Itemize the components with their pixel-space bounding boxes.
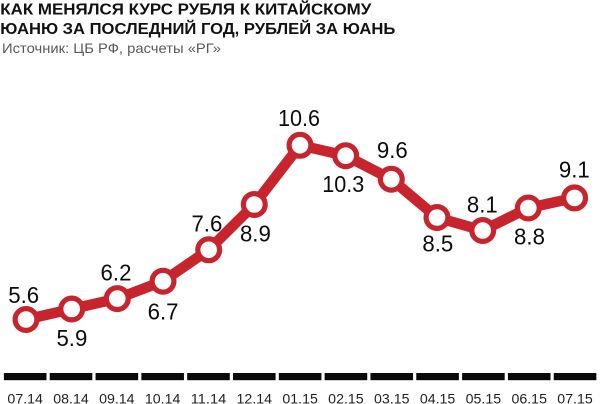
svg-text:КАК МЕНЯЛСЯ КУРС РУБЛЯ К КИТАЙ: КАК МЕНЯЛСЯ КУРС РУБЛЯ К КИТАЙСКОМУ [0,0,372,19]
svg-text:6.2: 6.2 [101,259,132,285]
svg-text:01.15: 01.15 [282,390,318,404]
svg-text:6.7: 6.7 [148,298,179,324]
svg-text:12.14: 12.14 [237,390,273,404]
svg-text:10.6: 10.6 [278,105,320,131]
svg-text:06.15: 06.15 [511,390,547,404]
svg-text:04.15: 04.15 [420,390,456,404]
svg-text:8.5: 8.5 [422,231,453,257]
svg-text:5.9: 5.9 [56,325,87,351]
svg-text:05.15: 05.15 [466,390,502,404]
svg-text:11.14: 11.14 [191,390,227,404]
svg-text:08.14: 08.14 [53,390,89,404]
svg-text:8.9: 8.9 [240,221,271,247]
svg-text:07.14: 07.14 [7,390,43,404]
svg-text:10.3: 10.3 [322,171,364,197]
svg-text:03.15: 03.15 [374,390,410,404]
svg-text:9.6: 9.6 [377,137,408,163]
svg-text:9.1: 9.1 [559,156,590,182]
svg-text:10.14: 10.14 [145,390,181,404]
svg-text:ЮАНЮ ЗА ПОСЛЕДНИЙ ГОД, РУБЛЕЙ: ЮАНЮ ЗА ПОСЛЕДНИЙ ГОД, РУБЛЕЙ ЗА ЮАНЬ [0,19,395,38]
svg-text:07.15: 07.15 [557,390,593,404]
svg-text:Источник: ЦБ РФ, расчеты «РГ»: Источник: ЦБ РФ, расчеты «РГ» [2,41,221,56]
svg-text:09.14: 09.14 [99,390,135,404]
svg-text:8.1: 8.1 [467,191,498,217]
svg-text:5.6: 5.6 [8,282,39,308]
svg-text:02.15: 02.15 [328,390,364,404]
svg-text:8.8: 8.8 [514,223,545,249]
svg-text:7.6: 7.6 [191,210,222,236]
